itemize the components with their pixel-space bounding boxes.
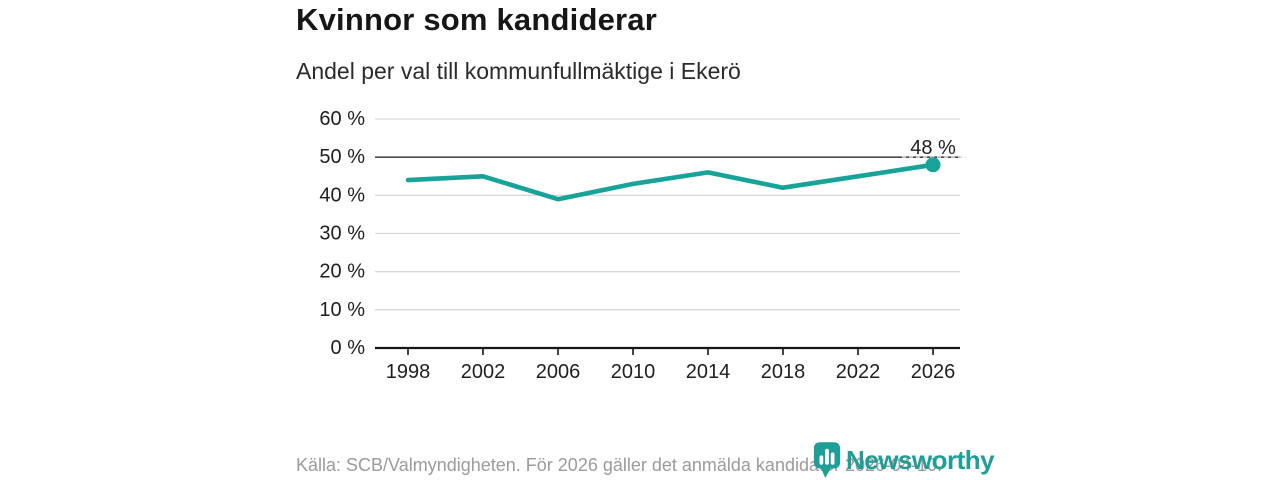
line-chart-svg: 0 % 10 % 20 % 30 % 40 % 50 % 60 % 1998 2002 2006 2… (319, 108, 966, 383)
x-axis-label: 2022 (836, 361, 881, 383)
chart-subtitle: Andel per val till kommunfullmäktige i E… (296, 58, 741, 84)
y-axis-label: 60 % (319, 108, 365, 130)
x-axis-label: 1998 (386, 361, 431, 383)
x-axis-label: 2010 (611, 361, 656, 383)
y-axis-label: 30 % (319, 223, 365, 245)
data-point-label: 48 % (910, 137, 956, 159)
source-note: Källa: SCB/Valmyndigheten. För 2026 gäll… (296, 455, 943, 475)
newsworthy-logo: Newsworthy (812, 440, 995, 480)
y-axis-label: 40 % (319, 184, 365, 206)
chart-title: Kvinnor som kandiderar (296, 2, 657, 37)
data-point-dot (925, 157, 941, 173)
x-axis-label: 2026 (911, 361, 956, 383)
y-axis-label: 10 % (319, 299, 365, 321)
y-axis-label: 50 % (319, 146, 365, 168)
x-axis-label: 2018 (761, 361, 806, 383)
newsworthy-logo-text: Newsworthy (846, 444, 995, 475)
x-axis-label: 2006 (536, 361, 581, 383)
y-axis-label: 0 % (331, 337, 366, 359)
newsworthy-pin-icon (813, 442, 841, 478)
x-axis-label: 2002 (461, 361, 506, 383)
point-label-bg (902, 136, 966, 156)
data-line (405, 162, 936, 202)
line-chart: 0 % 10 % 20 % 30 % 40 % 50 % 60 % 1998 2002 2006 2… (296, 105, 986, 397)
x-axis-label: 2014 (686, 361, 731, 383)
y-axis-label: 20 % (319, 261, 365, 283)
